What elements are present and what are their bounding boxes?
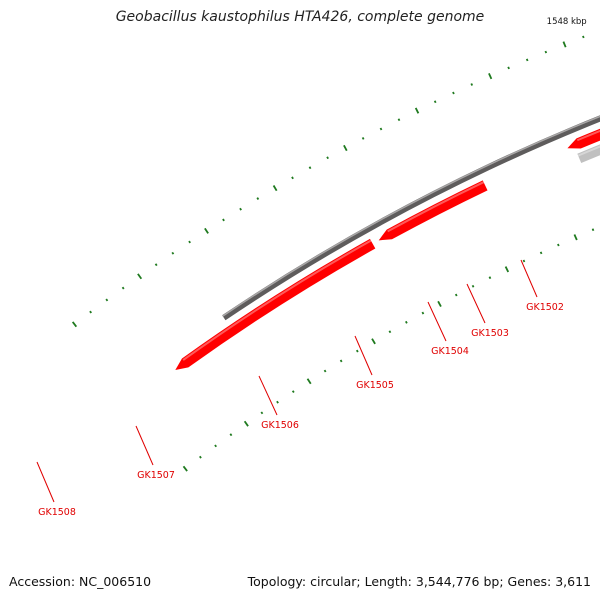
gene-label: GK1504 — [431, 346, 469, 357]
gene-grey-arrow — [577, 144, 600, 164]
outer-tick-ring — [71, 35, 585, 328]
inner-tick-minor — [539, 251, 543, 255]
outer-tick-major — [488, 73, 493, 80]
inner-tick-ring — [182, 228, 595, 472]
gene-leader-line — [520, 259, 538, 298]
outer-tick-minor — [188, 240, 191, 244]
gene-red-arrow-shine — [576, 129, 600, 142]
inner-tick-minor — [421, 311, 425, 315]
gene-leader-line — [135, 425, 154, 466]
outer-tick-major — [71, 321, 78, 328]
reverse-strand-genes — [577, 144, 600, 164]
gene-label: GK1503 — [471, 328, 509, 339]
inner-tick-minor — [454, 293, 458, 297]
inner-tick-minor — [355, 349, 359, 353]
outer-tick-minor — [105, 298, 109, 302]
inner-tick-minor — [471, 284, 475, 288]
gene-grey-arrow-body — [577, 144, 600, 164]
inner-tick-major — [306, 378, 312, 385]
inner-tick-major — [243, 420, 249, 427]
outer-tick-major — [562, 41, 567, 48]
inner-tick-minor — [214, 444, 217, 448]
gene-red-arrow-body — [567, 128, 600, 149]
outer-tick-minor — [507, 66, 510, 70]
gene-leader-line — [258, 375, 278, 416]
gene-red-arrow — [378, 180, 488, 241]
kbp-label-group: 1541 kbp1542 kbp1543 kbp1544 kbp1545 kbp… — [547, 17, 587, 27]
genome-backbone — [222, 115, 600, 321]
inner-tick-minor — [199, 455, 202, 459]
gene-label: GK1508 — [38, 507, 76, 518]
outer-tick-minor — [171, 251, 175, 255]
inner-tick-major — [371, 338, 376, 345]
outer-tick-minor — [239, 207, 242, 211]
outer-tick-minor — [121, 286, 125, 290]
gene-red-arrow-body — [175, 238, 376, 371]
inner-tick-minor — [276, 400, 279, 404]
outer-tick-minor — [525, 58, 529, 62]
genome-info-text: Topology: circular; Length: 3,544,776 bp… — [247, 574, 591, 589]
outer-tick-minor — [291, 176, 294, 180]
outer-tick-major — [414, 107, 420, 114]
inner-tick-major — [504, 266, 510, 273]
inner-tick-major — [182, 465, 188, 472]
gene-red-arrow-shine — [182, 239, 372, 361]
outer-tick-minor — [433, 100, 437, 104]
outer-tick-major — [204, 227, 209, 234]
inner-tick-minor — [591, 228, 595, 232]
inner-tick-minor — [260, 411, 264, 415]
gene-red-arrow-body — [378, 180, 488, 241]
outer-tick-major — [137, 273, 143, 280]
inner-tick-minor — [557, 243, 560, 247]
outer-tick-minor — [222, 218, 225, 222]
inner-tick-minor — [229, 433, 233, 437]
accession-text: Accession: NC_006510 — [9, 574, 152, 589]
outer-tick-minor — [308, 166, 312, 170]
outer-tick-minor — [154, 263, 158, 267]
gene-label: GK1506 — [261, 420, 299, 431]
map-title: Geobacillus kaustophilus HTA426, complet… — [115, 9, 485, 25]
inner-tick-minor — [388, 330, 392, 334]
inner-tick-minor — [405, 320, 408, 324]
outer-tick-major — [272, 185, 278, 192]
outer-tick-minor — [379, 127, 383, 131]
gene-red-arrow-shine — [387, 181, 485, 233]
gene-grey-arrow-shine — [577, 145, 600, 157]
outer-tick-minor — [452, 91, 455, 95]
gene-red-arrow — [567, 128, 600, 149]
gene-leader-line — [427, 301, 447, 342]
outer-tick-minor — [582, 35, 585, 39]
gene-label: GK1505 — [356, 380, 394, 391]
gene-label: GK1507 — [137, 470, 175, 481]
outer-tick-minor — [470, 83, 474, 86]
inner-tick-major — [573, 234, 578, 241]
gene-label: GK1502 — [526, 302, 564, 313]
inner-tick-major — [437, 300, 442, 308]
inner-tick-minor — [522, 259, 526, 263]
outer-tick-minor — [361, 137, 365, 140]
outer-tick-major — [343, 144, 348, 152]
forward-strand-genes — [175, 128, 600, 371]
backbone-highlight — [222, 115, 600, 317]
inner-tick-minor — [488, 276, 492, 280]
outer-tick-minor — [89, 310, 92, 314]
outer-tick-minor — [326, 156, 329, 160]
outer-tick-minor — [397, 118, 401, 122]
kbp-label: 1548 kbp — [547, 17, 587, 27]
backbone-arc — [222, 115, 600, 321]
inner-tick-minor — [339, 359, 343, 363]
gene-leader-line — [466, 283, 486, 324]
gene-leader-line — [36, 461, 55, 503]
inner-tick-minor — [291, 390, 295, 394]
outer-tick-minor — [256, 197, 260, 200]
inner-tick-minor — [323, 369, 327, 373]
outer-tick-minor — [544, 50, 548, 54]
gene-red-arrow — [175, 238, 376, 371]
gene-leader-line — [354, 335, 373, 376]
